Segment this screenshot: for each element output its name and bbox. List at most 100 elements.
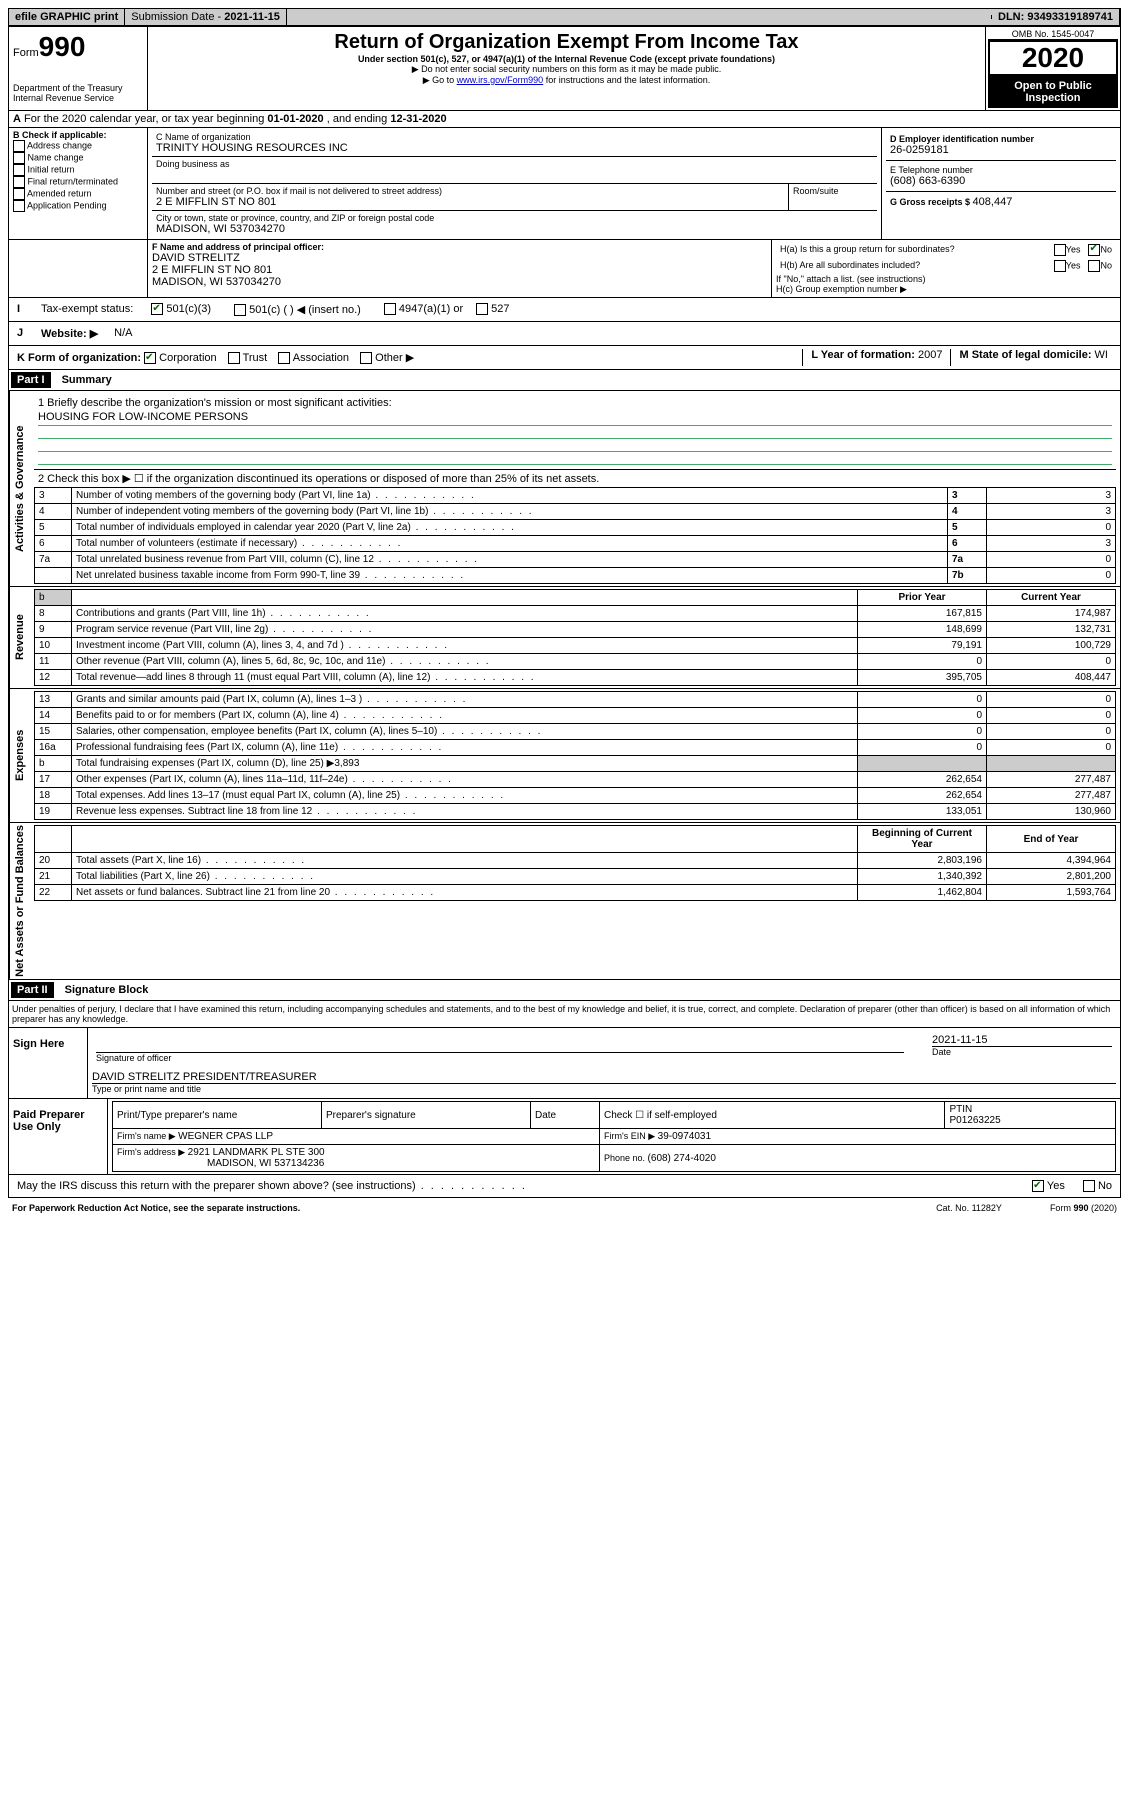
cb-initial[interactable]: Initial return: [13, 164, 143, 176]
table-row: 15Salaries, other compensation, employee…: [35, 724, 1116, 740]
section-b: B Check if applicable: Address change Na…: [9, 128, 148, 239]
irs-link[interactable]: www.irs.gov/Form990: [457, 75, 544, 85]
officer-typed-name: DAVID STRELITZ PRESIDENT/TREASURER: [92, 1071, 1116, 1084]
discuss-no[interactable]: No: [1079, 1178, 1116, 1194]
section-deg: D Employer identification number 26-0259…: [881, 128, 1120, 239]
k-label: K Form of organization:: [17, 352, 141, 364]
prep-phone-label: Phone no.: [604, 1153, 648, 1163]
b-final: Final return/terminated: [28, 176, 119, 186]
table-row: 9Program service revenue (Part VIII, lin…: [35, 622, 1116, 638]
table-row: 7aTotal unrelated business revenue from …: [35, 552, 1116, 568]
firm-name: WEGNER CPAS LLP: [178, 1131, 273, 1142]
prep-sig-label: Preparer's signature: [322, 1102, 531, 1129]
subdate-value: 2021-11-15: [224, 11, 280, 23]
k-assoc: Association: [293, 352, 349, 364]
cb-address[interactable]: Address change: [13, 140, 143, 152]
j-label: Website: ▶: [37, 325, 102, 342]
line-a-text: For the 2020 calendar year, or tax year …: [24, 113, 267, 125]
vert-governance: Activities & Governance: [9, 391, 30, 586]
q1-label: 1 Briefly describe the organization's mi…: [38, 397, 1112, 409]
cb-other[interactable]: Other ▶: [360, 352, 414, 364]
year-begin: 01-01-2020: [267, 113, 323, 125]
gross-receipts: 408,447: [973, 196, 1013, 208]
officer-addr1: 2 E MIFFLIN ST NO 801: [152, 264, 767, 276]
hb-yes[interactable]: Yes: [1050, 258, 1085, 274]
efile-label: efile GRAPHIC print: [9, 9, 125, 25]
org-info-block: B Check if applicable: Address change Na…: [8, 128, 1121, 240]
cb-name[interactable]: Name change: [13, 152, 143, 164]
ha-label: H(a) Is this a group return for subordin…: [776, 242, 1050, 258]
discuss-no-text: No: [1098, 1180, 1112, 1192]
table-row: 19Revenue less expenses. Subtract line 1…: [35, 804, 1116, 820]
discuss-yes[interactable]: Yes: [1028, 1178, 1069, 1194]
f-label: F Name and address of principal officer:: [152, 242, 767, 252]
b-initial: Initial return: [28, 164, 75, 174]
check-self[interactable]: Check ☐ if self-employed: [600, 1102, 945, 1129]
boy-hdr: Beginning of Current Year: [858, 826, 987, 853]
officer-signature[interactable]: [96, 1034, 904, 1053]
mission: HOUSING FOR LOW-INCOME PERSONS: [38, 409, 1112, 426]
b-amended: Amended return: [27, 188, 92, 198]
discuss-row: May the IRS discuss this return with the…: [8, 1175, 1121, 1198]
firm-addr1: 2921 LANDMARK PL STE 300: [188, 1147, 325, 1158]
ein: 26-0259181: [890, 144, 1112, 156]
yes-text: Yes: [1066, 244, 1081, 254]
firm-ein: 39-0974031: [658, 1131, 711, 1142]
cb-trust[interactable]: Trust: [228, 352, 268, 364]
state-domicile: WI: [1095, 349, 1108, 361]
i-label: Tax-exempt status:: [37, 301, 137, 318]
i-4947: 4947(a)(1) or: [399, 303, 463, 315]
cb-4947[interactable]: 4947(a)(1) or: [380, 301, 467, 318]
governance-table: 3Number of voting members of the governi…: [34, 487, 1116, 584]
pra-notice: For Paperwork Reduction Act Notice, see …: [8, 1201, 932, 1215]
dln-label: DLN:: [998, 11, 1027, 23]
firm-addr-label: Firm's address ▶: [117, 1147, 188, 1157]
cb-corp[interactable]: Corporation: [144, 352, 217, 364]
dept-label: Department of the Treasury Internal Reve…: [13, 83, 143, 103]
line-i: I Tax-exempt status: 501(c)(3) 501(c) ( …: [8, 298, 1121, 322]
type-label: Type or print name and title: [92, 1084, 1116, 1094]
line-a: A For the 2020 calendar year, or tax yea…: [8, 111, 1121, 128]
part-1: Part I Summary Activities & Governance 1…: [8, 370, 1121, 980]
cb-pending[interactable]: Application Pending: [13, 200, 143, 212]
cb-501c[interactable]: 501(c) ( ) ◀ (insert no.): [230, 301, 365, 318]
q2-label: 2 Check this box ▶ ☐ if the organization…: [34, 470, 1116, 487]
sig-officer-label: Signature of officer: [96, 1053, 904, 1063]
table-row: 5Total number of individuals employed in…: [35, 520, 1116, 536]
d-label: D Employer identification number: [890, 134, 1112, 144]
prep-phone: (608) 274-4020: [648, 1153, 716, 1164]
footer: For Paperwork Reduction Act Notice, see …: [8, 1198, 1121, 1218]
i-527: 527: [491, 303, 509, 315]
table-row: 17Other expenses (Part IX, column (A), l…: [35, 772, 1116, 788]
footer-form-num: 990: [1073, 1203, 1088, 1213]
form-number: 990: [39, 31, 86, 62]
i-c: 501(c) ( ) ◀ (insert no.): [249, 304, 361, 316]
top-bar: efile GRAPHIC print efile GRAPHIC print …: [8, 8, 1121, 26]
officer-name: DAVID STRELITZ: [152, 252, 767, 264]
line-j: J Website: ▶ N/A: [8, 322, 1121, 346]
org-name: TRINITY HOUSING RESOURCES INC: [156, 142, 873, 154]
py-hdr: Prior Year: [858, 590, 987, 606]
ha-no[interactable]: No: [1084, 242, 1116, 258]
hb-no[interactable]: No: [1084, 258, 1116, 274]
e-label: E Telephone number: [890, 165, 1112, 175]
section-l: L Year of formation: 2007: [802, 349, 950, 366]
note2-post: for instructions and the latest informat…: [543, 75, 710, 85]
year-end: 12-31-2020: [390, 113, 446, 125]
b-app: Application Pending: [27, 200, 107, 210]
exp-b-row: b Total fundraising expenses (Part IX, c…: [35, 756, 1116, 772]
cb-527[interactable]: 527: [472, 301, 513, 318]
form-subtitle: Under section 501(c), 527, or 4947(a)(1)…: [152, 54, 981, 64]
ha-yes[interactable]: Yes: [1050, 242, 1085, 258]
cb-amended[interactable]: Amended return: [13, 188, 143, 200]
cb-501c3[interactable]: 501(c)(3): [147, 301, 215, 318]
phone: (608) 663-6390: [890, 175, 1112, 187]
ptin-label: PTIN: [949, 1104, 1111, 1115]
table-row: 10Investment income (Part VIII, column (…: [35, 638, 1116, 654]
submission-date: Submission Date - 2021-11-15: [125, 9, 287, 25]
vert-expenses: Expenses: [9, 689, 30, 822]
cb-assoc[interactable]: Association: [278, 352, 349, 364]
table-row: 22Net assets or fund balances. Subtract …: [35, 885, 1116, 901]
cb-final[interactable]: Final return/terminated: [13, 176, 143, 188]
room-label: Room/suite: [789, 184, 877, 210]
